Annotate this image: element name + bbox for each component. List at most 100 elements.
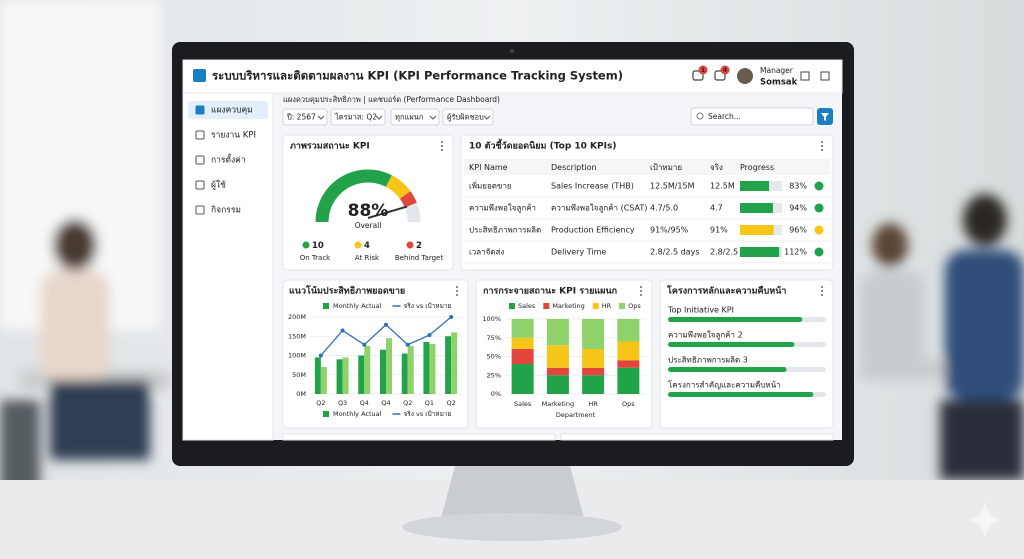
filter-label: ทุกแผนก — [395, 113, 423, 122]
gauge-band — [315, 169, 392, 223]
status-icon — [814, 203, 824, 213]
menu-dot[interactable] — [640, 290, 642, 292]
bar — [423, 342, 430, 394]
avatar[interactable] — [737, 68, 753, 84]
bar-segment — [546, 319, 569, 346]
bar-segment — [582, 375, 605, 394]
line-point — [318, 353, 323, 358]
nav-item[interactable]: รายงาน KPI — [211, 131, 256, 141]
bar — [380, 349, 386, 394]
bar-segment — [582, 349, 605, 368]
kpi-description: Sales Increase (THB) — [551, 182, 634, 191]
nav-icon — [195, 105, 205, 115]
column-header: จริง — [710, 163, 723, 172]
chevron — [375, 115, 383, 120]
nav-item[interactable]: แผงควบคุม — [211, 106, 253, 116]
nav-item[interactable]: การตั้งค่า — [211, 154, 246, 166]
progress-bar — [740, 247, 780, 257]
card-title: แนวโน้มประสิทธิภาพยอดขาย — [289, 285, 405, 297]
app-title: ระบบบริหารและติดตามผลงาน KPI (KPI Perfor… — [212, 69, 623, 83]
breadcrumb: แผงควบคุมประสิทธิภาพ | แดชบอร์ด (Perform… — [283, 95, 500, 104]
y-tick-label: 50% — [487, 353, 501, 361]
progress-bar — [740, 225, 774, 235]
card-peek — [560, 433, 834, 441]
bar-segment — [511, 337, 534, 349]
menu-dot[interactable] — [821, 149, 823, 151]
search-box[interactable] — [690, 107, 814, 126]
menu-dot[interactable] — [456, 286, 458, 288]
column-header: เป้าหมาย — [650, 163, 682, 172]
nav-item[interactable]: ผู้ใช้ — [211, 180, 226, 191]
x-tick-label: Q3 — [338, 399, 347, 407]
grid-icon[interactable] — [800, 71, 810, 81]
user-role: Manager — [760, 66, 794, 75]
menu-dot[interactable] — [456, 290, 458, 292]
kpi-actual: 12.5M — [710, 182, 735, 191]
menu-dot[interactable] — [821, 141, 823, 143]
menu-dot[interactable] — [441, 149, 443, 151]
menu-dot[interactable] — [456, 294, 458, 296]
bar — [320, 367, 327, 394]
sparkle-icon — [967, 500, 1003, 540]
filter-label: ผู้รับผิดชอบ — [447, 113, 484, 122]
menu-dot[interactable] — [441, 141, 443, 143]
menu-dot[interactable] — [821, 286, 823, 288]
status-count: 2 — [416, 241, 422, 251]
bar — [401, 353, 408, 394]
gauge-band — [399, 191, 417, 208]
header-bar — [182, 59, 843, 94]
filter-icon — [821, 113, 829, 121]
line-point — [427, 333, 432, 338]
menu-dot[interactable] — [441, 145, 443, 147]
filter-select[interactable] — [282, 108, 328, 126]
progress-bar — [740, 181, 770, 191]
logout-icon[interactable] — [820, 71, 830, 81]
legend-label: จริง vs เป้าหมาย — [403, 302, 451, 310]
progress-label: 83% — [789, 182, 807, 191]
bar-segment — [546, 375, 569, 394]
kpi-target: 4.7/5.0 — [650, 204, 678, 213]
progress-bar — [668, 317, 803, 322]
legend-swatch — [619, 303, 626, 309]
menu-dot[interactable] — [640, 294, 642, 296]
card-title: การกระจายสถานะ KPI รายแผนก — [483, 287, 617, 297]
menu-dot[interactable] — [640, 286, 642, 288]
filter-select[interactable] — [442, 108, 494, 126]
card-title: 10 ตัวชี้วัดยอดนิยม (Top 10 KPIs) — [469, 139, 616, 152]
bar — [429, 343, 436, 394]
x-tick-label: Ops — [622, 400, 635, 408]
filter-select[interactable] — [330, 108, 386, 126]
y-tick-label: 200M — [288, 313, 306, 321]
status-icon — [814, 225, 824, 235]
kpi-description: Delivery Time — [551, 248, 606, 257]
badge — [720, 65, 730, 75]
badge-count: 4 — [723, 67, 727, 74]
bell-icon[interactable] — [714, 70, 726, 81]
nav-item[interactable]: กิจกรรม — [211, 206, 241, 216]
line-point — [405, 342, 410, 347]
status-dot — [406, 241, 414, 249]
menu-dot[interactable] — [821, 294, 823, 296]
bar-segment — [617, 341, 640, 361]
y-tick-label: 0% — [491, 390, 501, 398]
progress-bar — [668, 342, 795, 347]
progress-label: 96% — [789, 226, 807, 235]
progress-bar — [740, 203, 773, 213]
legend-swatch — [323, 303, 329, 309]
menu-dot[interactable] — [821, 145, 823, 147]
filter-select[interactable] — [390, 108, 440, 126]
kpi-actual: 4.7 — [710, 204, 723, 213]
legend-swatch — [592, 303, 599, 309]
legend-label: Monthly Actual — [333, 410, 382, 418]
nav-icon — [195, 180, 205, 190]
card-title: โครงการหลักและความคืบหน้า — [666, 285, 786, 297]
user-name: Somsak — [760, 78, 798, 88]
kpi-name: เพิ่มยอดขาย — [469, 180, 512, 191]
project-name: ความพึงพอใจลูกค้า 2 — [668, 331, 743, 341]
line-point — [449, 315, 454, 319]
menu-dot[interactable] — [821, 290, 823, 292]
chat-icon[interactable] — [692, 70, 704, 81]
filter-label: ปี: 2567 — [286, 113, 316, 122]
kpi-target: 2.8/2.5 days — [650, 248, 700, 257]
monitor-base — [402, 513, 622, 541]
